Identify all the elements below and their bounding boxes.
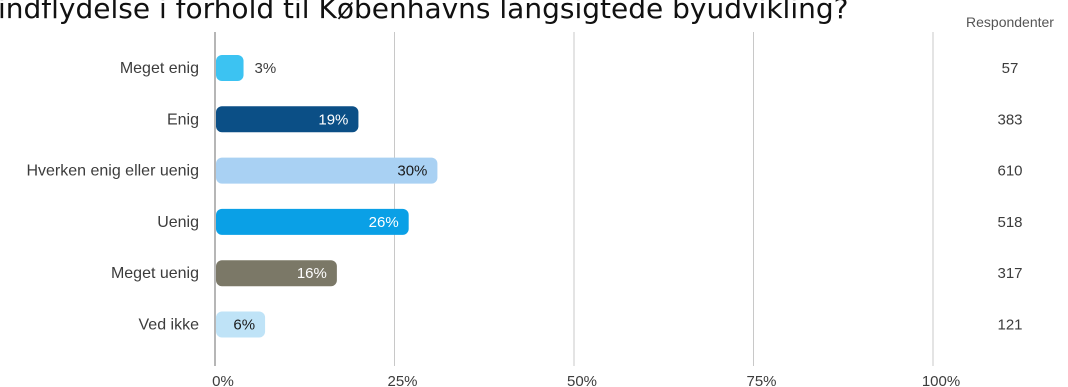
respondent-count-3: 518 xyxy=(997,214,1022,231)
x-tick-label-1: 25% xyxy=(387,373,417,387)
bar-5 xyxy=(216,311,266,338)
bar-value-label-1: 19% xyxy=(318,111,348,128)
category-label-2: Hverken enig eller uenig xyxy=(26,163,199,180)
bar-value-label-2: 30% xyxy=(397,163,427,180)
grid-lines xyxy=(214,32,934,366)
bar-value-label-0: 3% xyxy=(255,60,277,77)
x-axis-ticks: 0% 25% 50% 75% 100% xyxy=(212,373,960,387)
category-label-0: Meget enig xyxy=(120,60,199,77)
category-label-4: Meget uenig xyxy=(111,265,199,282)
respondent-count-1: 383 xyxy=(997,111,1022,128)
bar-value-label-5: 6% xyxy=(233,317,255,334)
respondents-header: Respondenter xyxy=(966,14,1054,30)
respondent-count-5: 121 xyxy=(997,317,1022,334)
bar-value-label-4: 16% xyxy=(297,265,327,282)
chart-title: indflydelse i forhold til Københavns lan… xyxy=(0,0,848,25)
bar-2 xyxy=(216,157,438,184)
respondent-count-4: 317 xyxy=(997,265,1022,282)
bar-0 xyxy=(216,55,244,81)
bar-3 xyxy=(216,208,409,235)
x-tick-label-2: 50% xyxy=(567,373,597,387)
x-tick-label-0: 0% xyxy=(212,373,234,387)
respondent-count-2: 610 xyxy=(997,163,1022,180)
bar-value-label-3: 26% xyxy=(369,214,399,231)
bars: Meget enig 3% 57 Enig 19% 383 Hverken enig ell… xyxy=(26,55,1023,338)
x-tick-label-4: 100% xyxy=(922,373,960,387)
respondent-count-0: 57 xyxy=(1002,60,1019,77)
bar-4 xyxy=(216,260,337,287)
x-tick-label-3: 75% xyxy=(746,373,776,387)
category-label-5: Ved ikke xyxy=(139,317,200,334)
category-label-3: Uenig xyxy=(157,214,199,231)
bar-1 xyxy=(216,106,359,133)
category-label-1: Enig xyxy=(167,111,199,128)
